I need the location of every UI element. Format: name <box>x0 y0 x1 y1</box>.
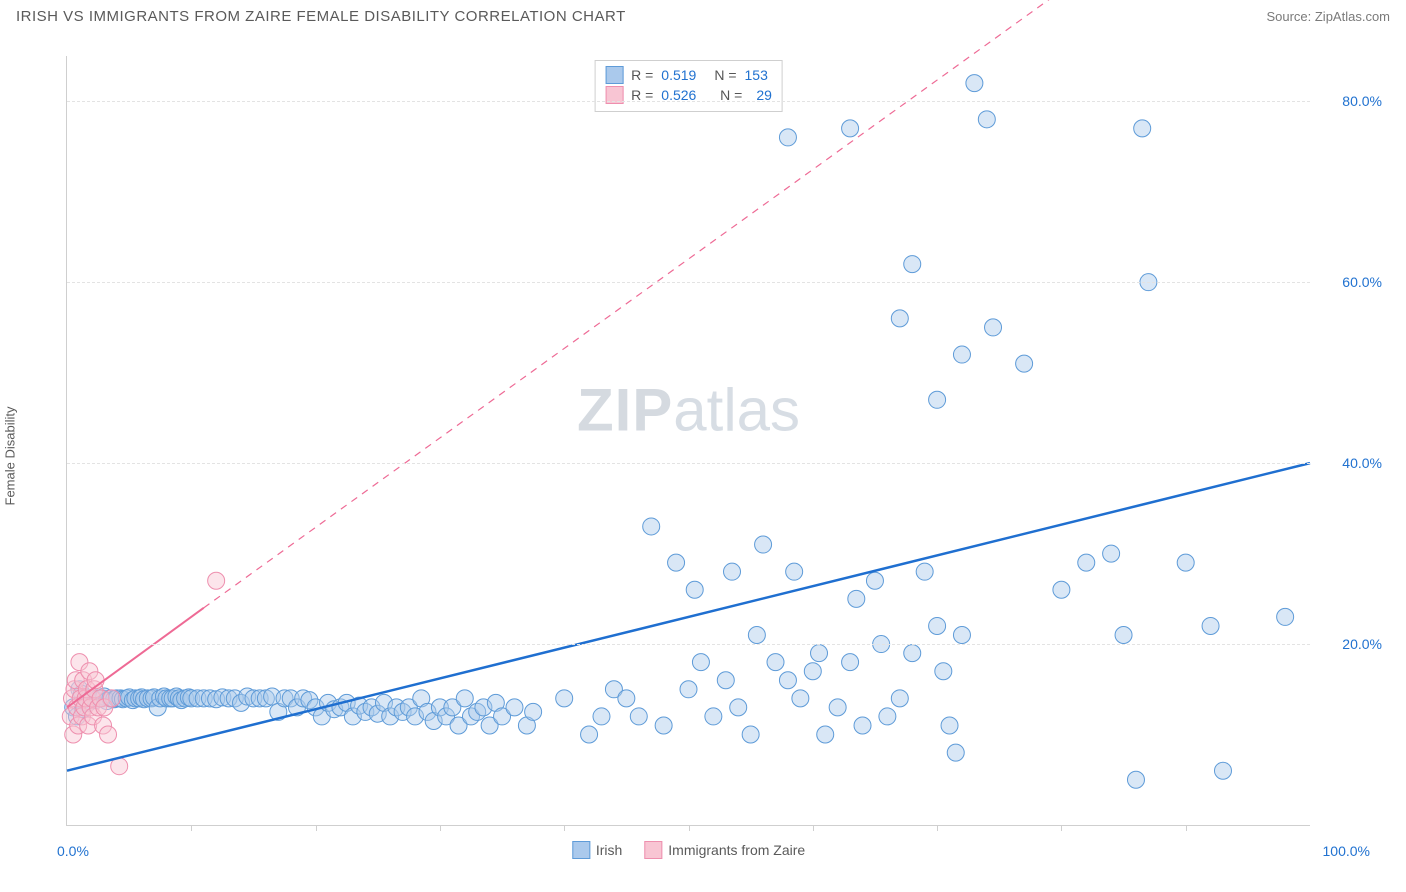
x-tick-label-end: 100.0% <box>1323 843 1370 859</box>
y-tick-label: 20.0% <box>1342 636 1382 652</box>
series-legend: Irish Immigrants from Zaire <box>572 841 805 859</box>
gridline <box>67 101 1310 102</box>
x-tick <box>316 825 317 831</box>
plot-area: ZIPatlas R = 0.519 N = 153 R = 0.526 0 N… <box>66 56 1310 826</box>
x-tick <box>1186 825 1187 831</box>
x-tick <box>564 825 565 831</box>
plot-svg <box>67 56 1310 825</box>
legend-item-irish: Irish <box>572 841 622 859</box>
legend-label-zaire: Immigrants from Zaire <box>668 842 805 858</box>
correlation-row-irish: R = 0.519 N = 153 <box>605 65 772 85</box>
x-tick <box>1061 825 1062 831</box>
x-tick <box>191 825 192 831</box>
gridline <box>67 463 1310 464</box>
source-attribution: Source: ZipAtlas.com <box>1266 9 1390 24</box>
legend-label-irish: Irish <box>596 842 622 858</box>
x-tick-label-start: 0.0% <box>57 843 89 859</box>
r-label: R = <box>631 65 653 85</box>
chart-container: Female Disability ZIPatlas R = 0.519 N =… <box>16 36 1390 876</box>
swatch-zaire-icon <box>644 841 662 859</box>
gridline <box>67 282 1310 283</box>
y-tick-label: 40.0% <box>1342 455 1382 471</box>
y-axis-label: Female Disability <box>3 407 18 506</box>
swatch-irish-icon <box>605 66 623 84</box>
correlation-legend: R = 0.519 N = 153 R = 0.526 0 N = 29 <box>594 60 783 112</box>
r-value-irish: 0.519 <box>661 65 696 85</box>
y-tick-label: 80.0% <box>1342 93 1382 109</box>
gridline <box>67 644 1310 645</box>
x-tick <box>937 825 938 831</box>
n-value-irish: 153 <box>745 65 768 85</box>
x-tick <box>440 825 441 831</box>
chart-title: IRISH VS IMMIGRANTS FROM ZAIRE FEMALE DI… <box>16 8 626 25</box>
x-tick <box>813 825 814 831</box>
y-tick-label: 60.0% <box>1342 274 1382 290</box>
n-label: N = <box>714 65 736 85</box>
x-tick <box>689 825 690 831</box>
legend-item-zaire: Immigrants from Zaire <box>644 841 805 859</box>
swatch-irish-icon <box>572 841 590 859</box>
